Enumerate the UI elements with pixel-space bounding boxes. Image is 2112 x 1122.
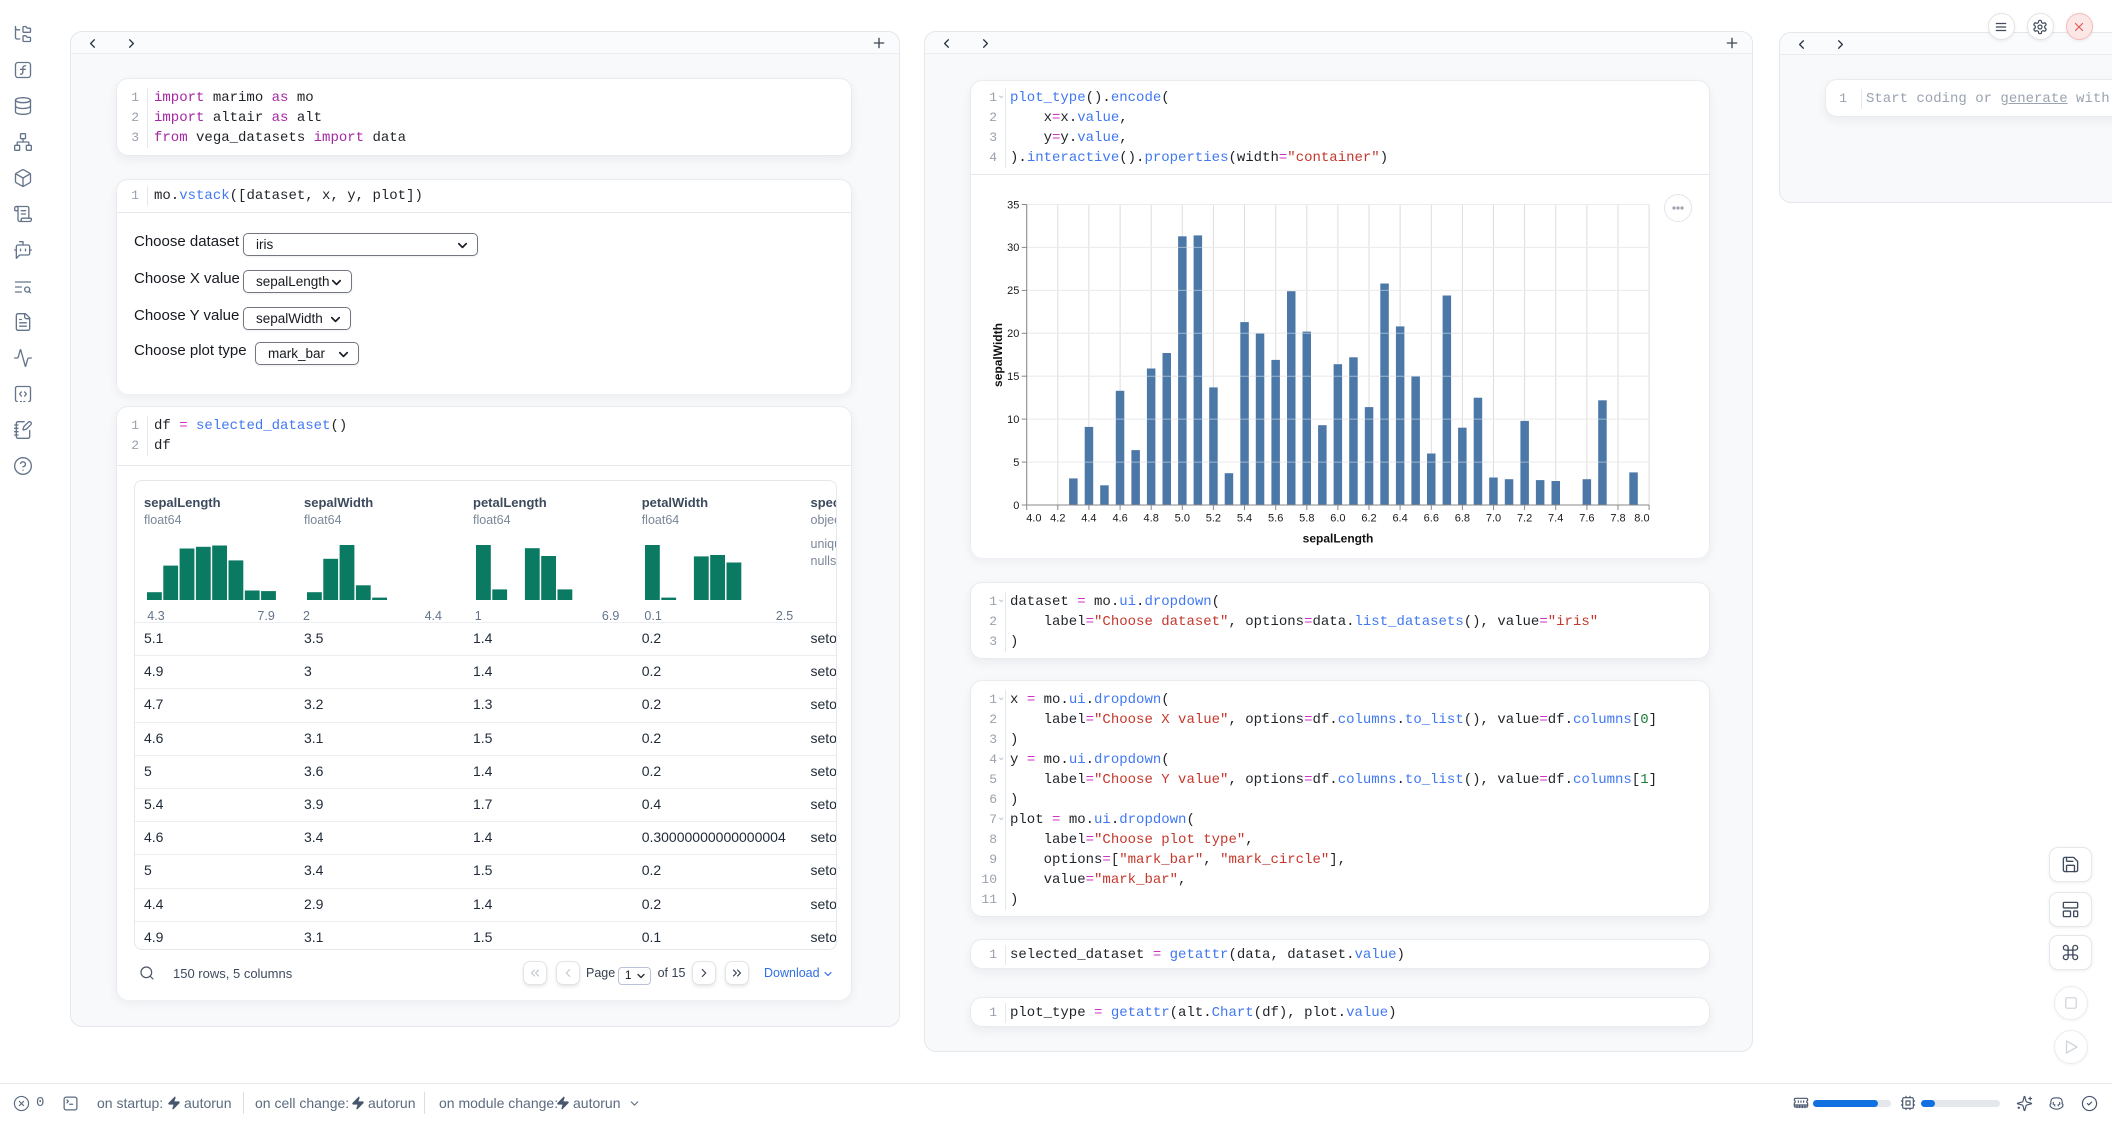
svg-text:25: 25	[1007, 285, 1019, 297]
svg-text:7.2: 7.2	[1517, 512, 1532, 524]
svg-text:4.0: 4.0	[1026, 512, 1041, 524]
svg-text:5.6: 5.6	[1268, 512, 1283, 524]
svg-text:10: 10	[1007, 414, 1019, 426]
svg-text:7.4: 7.4	[1548, 512, 1563, 524]
svg-text:0: 0	[1013, 500, 1019, 512]
svg-text:7.8: 7.8	[1610, 512, 1625, 524]
svg-text:8.0: 8.0	[1634, 512, 1649, 524]
svg-text:sepalLength: sepalLength	[1303, 532, 1374, 546]
svg-text:7.0: 7.0	[1486, 512, 1501, 524]
svg-text:5.4: 5.4	[1237, 512, 1252, 524]
svg-text:4.8: 4.8	[1144, 512, 1159, 524]
svg-text:4.4: 4.4	[1081, 512, 1096, 524]
svg-text:35: 35	[1007, 199, 1019, 211]
svg-text:6.0: 6.0	[1330, 512, 1345, 524]
svg-text:6.8: 6.8	[1455, 512, 1470, 524]
svg-text:15: 15	[1007, 371, 1019, 383]
svg-text:5.0: 5.0	[1175, 512, 1190, 524]
svg-text:6.4: 6.4	[1392, 512, 1407, 524]
svg-text:5.8: 5.8	[1299, 512, 1314, 524]
svg-text:4.2: 4.2	[1050, 512, 1065, 524]
svg-text:5: 5	[1013, 457, 1019, 469]
svg-text:4.6: 4.6	[1112, 512, 1127, 524]
svg-text:30: 30	[1007, 242, 1019, 254]
svg-text:6.2: 6.2	[1361, 512, 1376, 524]
svg-text:7.6: 7.6	[1579, 512, 1594, 524]
svg-text:5.2: 5.2	[1206, 512, 1221, 524]
svg-text:20: 20	[1007, 328, 1019, 340]
svg-text:6.6: 6.6	[1424, 512, 1439, 524]
svg-text:sepalWidth: sepalWidth	[991, 323, 1005, 387]
